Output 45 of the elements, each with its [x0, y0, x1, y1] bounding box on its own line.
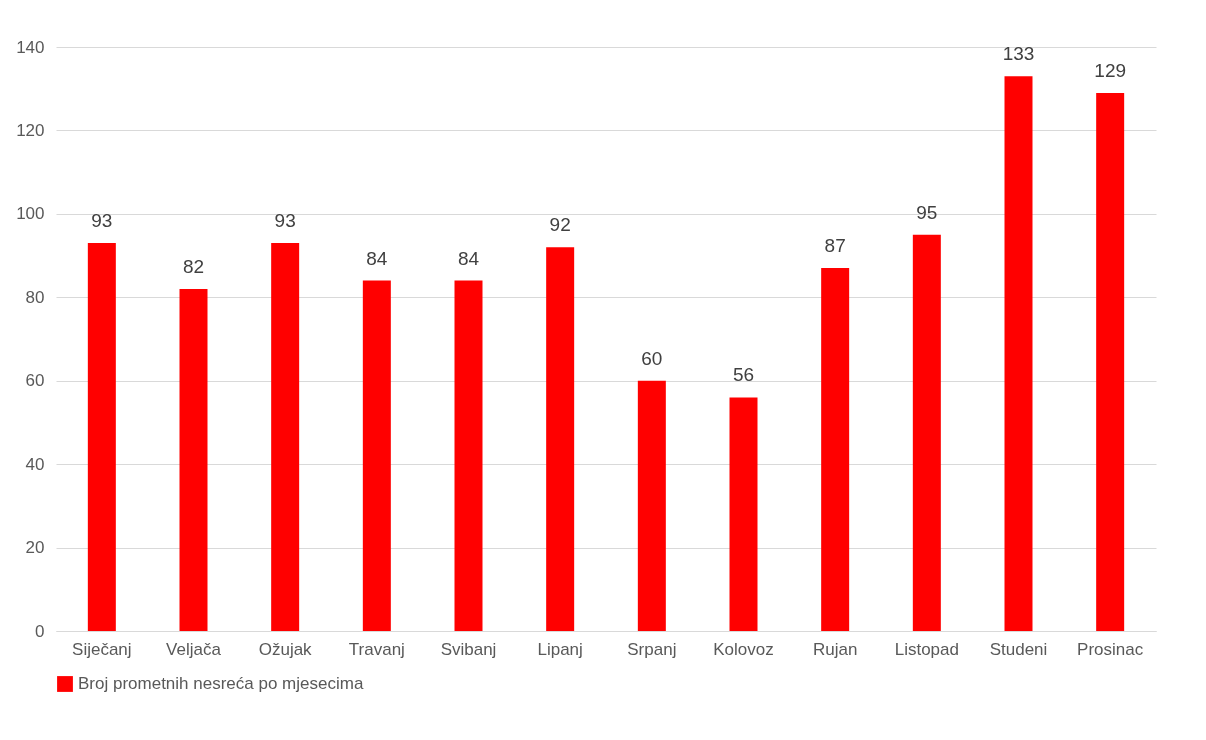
y-tick-label: 20 — [25, 538, 45, 558]
y-tick-label: 80 — [25, 287, 45, 307]
data-label: 84 — [457, 247, 480, 269]
y-tick-label: 140 — [16, 37, 45, 57]
x-tick-label: Veljača — [166, 639, 222, 659]
data-label: 82 — [182, 255, 205, 277]
data-label: 133 — [1002, 43, 1035, 65]
bar — [1004, 76, 1033, 631]
bar — [912, 234, 941, 631]
x-tick-label: Rujan — [812, 639, 858, 659]
data-label: 93 — [274, 210, 296, 232]
x-tick-label: Listopad — [894, 639, 959, 659]
bar — [87, 243, 116, 631]
data-label: 56 — [732, 364, 755, 386]
bar — [454, 280, 483, 631]
x-tick-label: Svibanj — [440, 639, 497, 659]
y-tick-label: 120 — [16, 120, 45, 140]
x-tick-label: Travanj — [348, 639, 405, 659]
bar — [1096, 92, 1125, 631]
x-tick-label: Siječanj — [72, 639, 132, 659]
bar — [179, 288, 208, 631]
x-tick-label: Prosinac — [1077, 639, 1144, 659]
data-label: 84 — [366, 247, 388, 269]
data-label: 87 — [824, 235, 846, 257]
x-tick-label: Lipanj — [537, 639, 583, 659]
x-tick-label: Srpanj — [627, 639, 677, 659]
y-tick-label: 60 — [25, 371, 45, 391]
y-tick-label: 100 — [16, 204, 45, 224]
bar — [546, 247, 575, 631]
bar — [362, 280, 391, 631]
bar — [271, 243, 300, 631]
data-label: 129 — [1094, 59, 1127, 81]
x-tick-label: Studeni — [989, 639, 1048, 659]
data-label: 93 — [91, 210, 113, 232]
data-label: 95 — [916, 201, 938, 223]
y-tick-label: 40 — [25, 454, 45, 474]
data-label: 60 — [641, 347, 663, 369]
x-tick-label: Kolovoz — [713, 639, 774, 659]
bar — [637, 380, 666, 631]
legend-label: Broj prometnih nesreća po mjesecima — [78, 674, 364, 693]
y-tick-label: 0 — [35, 621, 45, 641]
bar — [729, 397, 758, 631]
x-tick-label: Ožujak — [258, 639, 313, 659]
bar — [821, 268, 850, 631]
data-label: 92 — [549, 214, 571, 236]
